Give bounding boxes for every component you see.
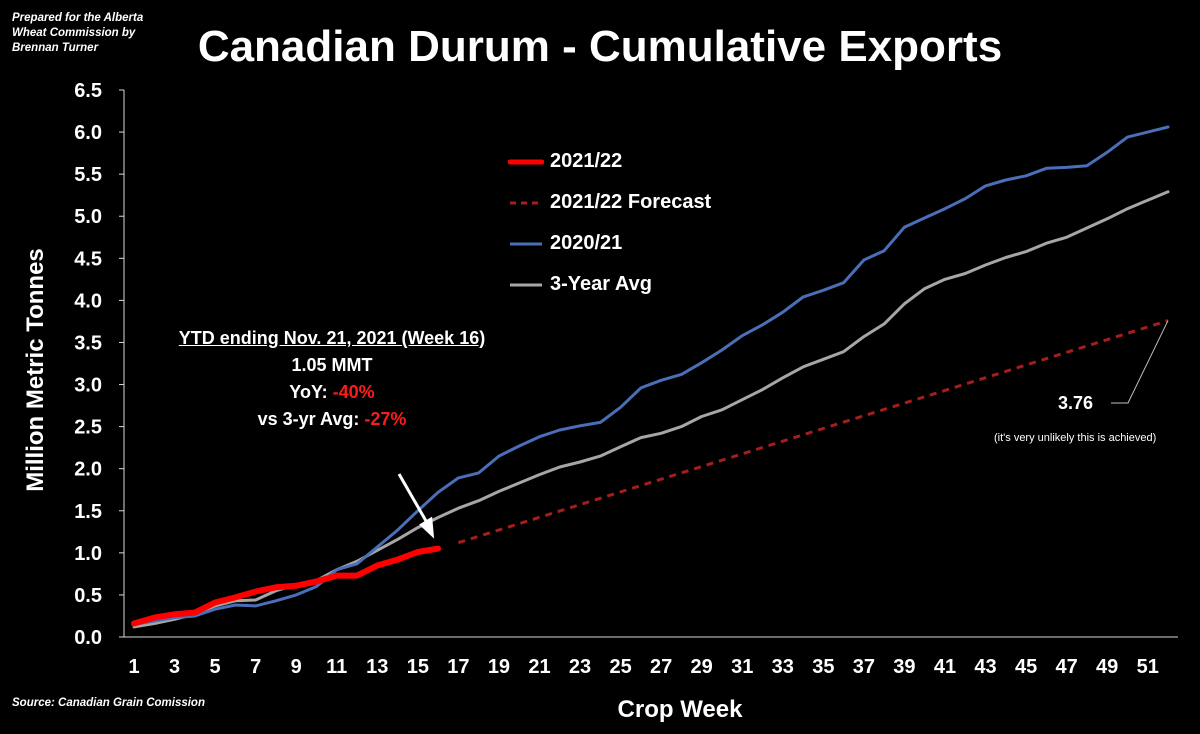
series-line-2020-21 [132, 125, 1170, 626]
legend-swatch-3yr-avg [510, 283, 542, 286]
forecast-callout-value: 3.76 [1058, 393, 1094, 413]
x-tick-label: 35 [812, 656, 834, 678]
legend-swatch-2021-22 [508, 159, 544, 164]
y-tick-label: 6.0 [74, 122, 102, 144]
chart-title: Canadian Durum - Cumulative Exports [197, 22, 1003, 71]
y-tick-label: 3.0 [74, 375, 102, 397]
x-tick-label: 5 [210, 656, 221, 678]
source-text: Source: Canadian Grain Comission [12, 697, 205, 709]
x-tick-label: 25 [609, 656, 631, 678]
y-tick-label: 5.0 [74, 206, 102, 228]
legend-swatch-2020-21 [510, 242, 542, 245]
legend-swatch-forecast [510, 201, 542, 204]
ytd-vs-avg: vs 3-yr Avg: -27% [179, 406, 485, 433]
y-tick-label: 3.5 [74, 332, 102, 354]
y-tick-label: 1.0 [74, 543, 102, 565]
yoy-value: -40% [332, 382, 375, 402]
legend-item-3yr-avg: 3-Year Avg [508, 264, 711, 305]
y-tick-label: 5.5 [74, 164, 102, 186]
y-tick-label: 2.5 [74, 417, 102, 439]
y-tick-label: 2.0 [74, 459, 102, 481]
x-tick-label: 41 [934, 656, 956, 678]
x-tick-label: 7 [250, 656, 261, 678]
y-tick-label: 4.5 [74, 248, 102, 270]
pointer-arrow-shaft [397, 473, 430, 526]
legend-label-2021-22: 2021/22 [550, 150, 623, 172]
x-tick-label: 45 [1015, 656, 1037, 678]
x-tick-label: 9 [291, 656, 302, 678]
x-tick-label: 43 [974, 656, 996, 678]
legend-label-forecast: 2021/22 Forecast [550, 191, 712, 213]
legend-label-2020-21: 2020/21 [550, 232, 623, 254]
x-tick-label: 1 [128, 656, 139, 678]
avg-label: vs 3-yr Avg: [257, 409, 365, 429]
ytd-heading: YTD ending Nov. 21, 2021 (Week 16) [178, 328, 486, 348]
legend-item-2020-21: 2020/21 [508, 223, 711, 264]
y-tick-label: 6.5 [74, 80, 102, 102]
forecast-leader-line [1111, 320, 1169, 404]
legend-item-2021-22: 2021/22 [508, 141, 711, 182]
y-tick-label: 4.0 [74, 290, 102, 312]
x-tick-label: 33 [772, 656, 794, 678]
x-tick-label: 31 [731, 656, 753, 678]
x-tick-label: 15 [407, 656, 429, 678]
ytd-yoy: YoY: -40% [179, 379, 485, 406]
x-tick-label: 49 [1096, 656, 1118, 678]
credit-text: Prepared for the Alberta Wheat Commissio… [12, 12, 144, 54]
series-line-2021-22 [131, 545, 442, 627]
x-tick-label: 51 [1137, 656, 1159, 678]
y-tick-label: 1.5 [74, 501, 102, 523]
y-axis-title: Million Metric Tonnes [22, 248, 49, 492]
x-tick-label: 13 [366, 656, 388, 678]
x-tick-label: 29 [691, 656, 713, 678]
pointer-arrow-head [419, 516, 435, 539]
series-line-2021-22-forecast [457, 319, 1169, 545]
y-tick-label: 0.0 [74, 627, 102, 649]
x-tick-label: 3 [169, 656, 180, 678]
x-tick-label: 37 [853, 656, 875, 678]
legend-item-forecast: 2021/22 Forecast [508, 182, 711, 223]
yoy-label: YoY: [289, 382, 333, 402]
legend: 2021/22 2021/22 Forecast 2020/21 3-Year … [508, 141, 711, 305]
x-tick-label: 21 [528, 656, 550, 678]
ytd-total: 1.05 MMT [291, 355, 373, 375]
x-tick-label: 11 [326, 656, 347, 678]
ytd-annotation: YTD ending Nov. 21, 2021 (Week 16) 1.05 … [179, 325, 485, 433]
legend-label-3yr-avg: 3-Year Avg [550, 273, 652, 295]
x-tick-label: 17 [447, 656, 469, 678]
y-tick-label: 0.5 [74, 585, 102, 607]
x-tick-label: 39 [893, 656, 915, 678]
avg-value: -27% [364, 409, 407, 429]
x-tick-label: 47 [1056, 656, 1078, 678]
forecast-callout-note: (it's very unlikely this is achieved) [994, 432, 1157, 444]
x-axis-title: Crop Week [617, 696, 743, 723]
x-tick-label: 27 [650, 656, 672, 678]
x-tick-label: 19 [488, 656, 510, 678]
x-tick-label: 23 [569, 656, 591, 678]
